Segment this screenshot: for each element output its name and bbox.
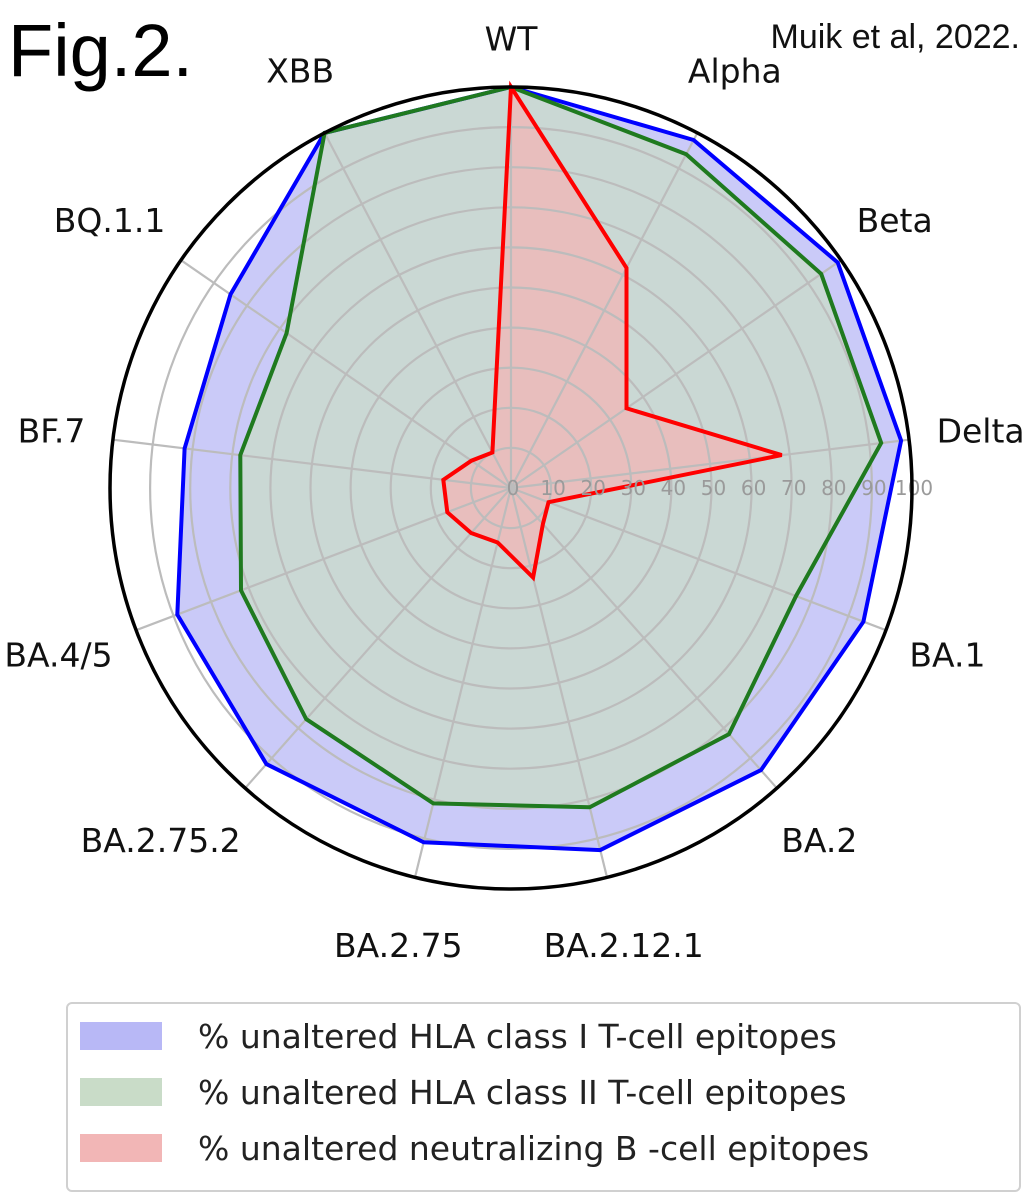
grid-spoke	[510, 487, 778, 789]
radial-tick-label: 0	[507, 476, 520, 500]
category-label: BF.7	[18, 412, 86, 451]
category-labels: WT Alpha Beta Delta BA.1 BA.2 BA.2.12.1 BA.2.75…	[4, 20, 1024, 965]
grid-spoke	[510, 132, 699, 489]
grid-spoke	[244, 487, 512, 789]
grid-spoke	[510, 438, 910, 490]
radial-tick-label: 60	[741, 476, 766, 500]
radial-tick-label: 20	[580, 476, 605, 500]
grid-spoke	[180, 259, 512, 489]
grid-spoke	[413, 487, 513, 878]
legend-entry: % unaltered neutralizing B -cell epitope…	[80, 1128, 869, 1168]
grid-spoke	[509, 487, 609, 878]
radial-tick-label: 70	[781, 476, 806, 500]
grid-spoke	[323, 132, 512, 489]
grid-spoke	[510, 259, 842, 489]
radial-tick-label: 10	[540, 476, 565, 500]
category-label: BA.4/5	[4, 636, 112, 675]
radial-tick-label: 100	[895, 476, 933, 500]
radial-tick-label: 50	[701, 476, 726, 500]
series-line-1	[175, 84, 904, 853]
radar-grid	[112, 87, 910, 878]
outer-frame	[108, 85, 914, 891]
legend-swatch	[80, 1022, 162, 1050]
radial-tick-label: 40	[661, 476, 686, 500]
legend-label: % unaltered HLA class II T-cell epitopes	[198, 1072, 847, 1112]
radial-tick-labels: 0 10 20 30 40 50 60 70 80 90 100	[507, 476, 933, 500]
radar-chart: 0 10 20 30 40 50 60 70 80 90 100 WT Alpha Beta Delta B…	[4, 20, 1024, 965]
radar-frame	[108, 85, 914, 891]
category-label: BA.2.75.2	[81, 821, 241, 860]
category-label: Alpha	[688, 52, 782, 91]
legend-swatch	[80, 1134, 162, 1162]
series-line-3	[441, 80, 783, 582]
figure-label: Fig.2.	[8, 9, 194, 92]
series-lines	[175, 80, 904, 853]
category-label: Beta	[857, 201, 933, 240]
legend-label: % unaltered neutralizing B -cell epitope…	[198, 1128, 870, 1168]
legend-entry: % unaltered HLA class I T-cell epitopes	[80, 1016, 837, 1056]
category-label: BQ.1.1	[54, 201, 166, 240]
category-label: BA.2.75	[334, 926, 463, 965]
category-label: WT	[485, 20, 539, 59]
citation-text: Muik et al, 2022.	[770, 18, 1020, 56]
legend-label: % unaltered HLA class I T-cell epitopes	[198, 1016, 837, 1056]
legend: % unaltered HLA class I T-cell epitopes%…	[66, 1002, 1021, 1192]
radial-tick-label: 80	[821, 476, 846, 500]
category-label: BA.1	[909, 636, 985, 675]
radial-tick-label: 90	[861, 476, 886, 500]
category-label: Delta	[937, 412, 1025, 451]
series-line-2	[238, 84, 884, 810]
category-label: BA.2.12.1	[544, 926, 704, 965]
grid-spoke	[510, 486, 887, 632]
category-label: BA.2	[781, 821, 857, 860]
radial-tick-label: 30	[621, 476, 646, 500]
legend-entry: % unaltered HLA class II T-cell epitopes	[80, 1072, 847, 1112]
legend-swatch	[80, 1078, 162, 1106]
category-label: XBB	[266, 52, 334, 91]
